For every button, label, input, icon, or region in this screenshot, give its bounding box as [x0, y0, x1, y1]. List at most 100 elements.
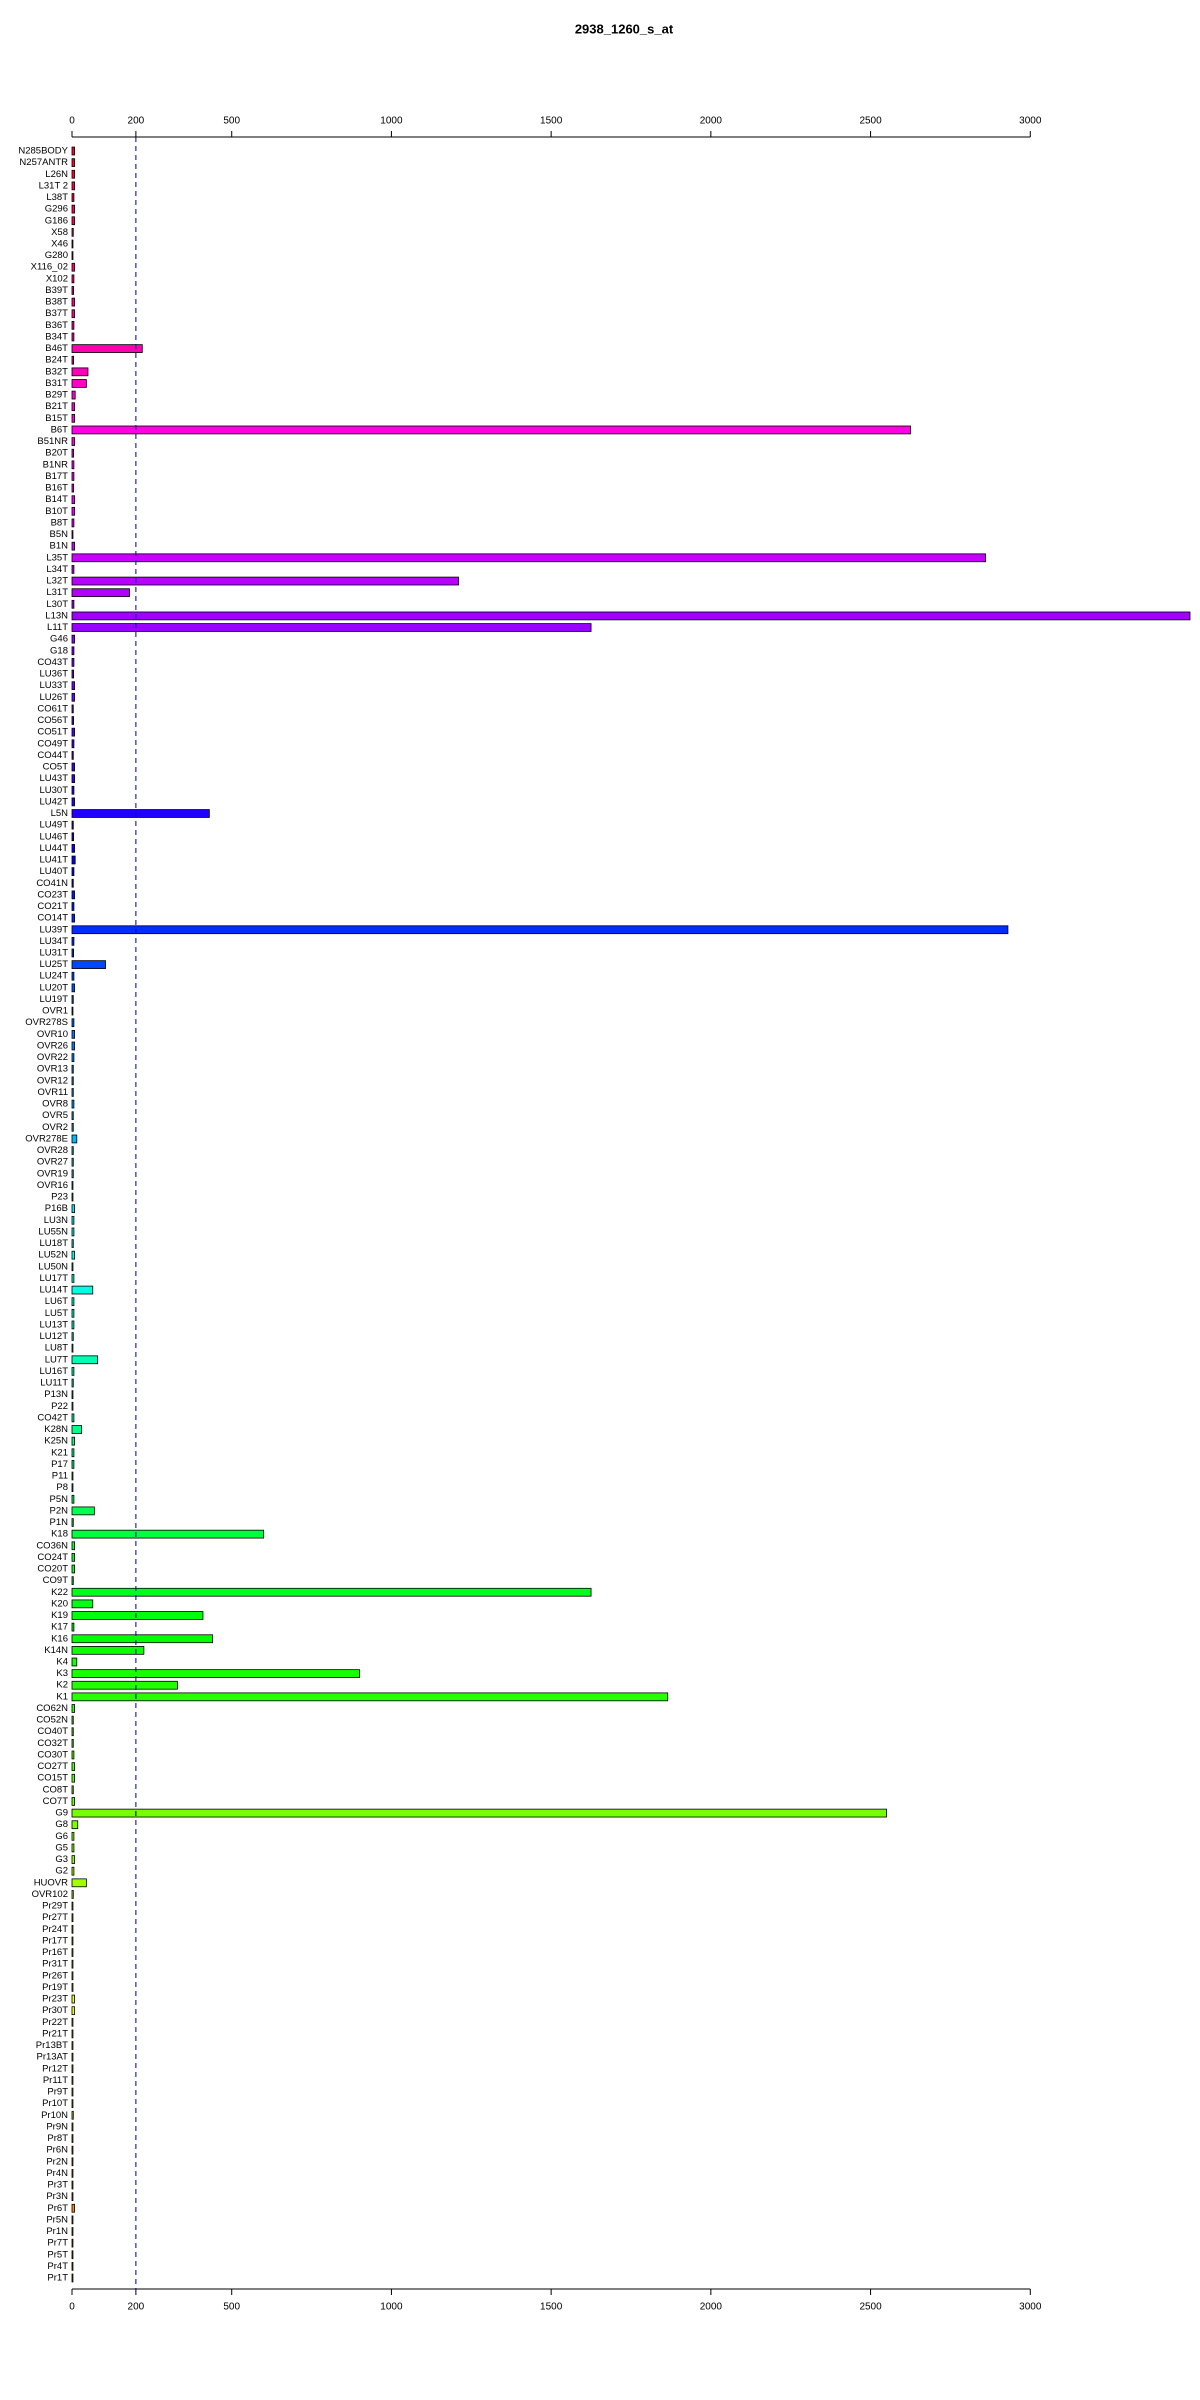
- bar: [71, 855, 76, 865]
- bar: [71, 1738, 74, 1748]
- y-tick-label: L13N: [45, 610, 68, 621]
- y-tick-label: LU33T: [39, 680, 68, 691]
- bar: [71, 472, 75, 481]
- x-tick-label: 2000: [700, 116, 723, 127]
- y-tick-label: LU42T: [39, 796, 68, 807]
- y-tick-label: CO42T: [37, 1412, 68, 1423]
- bar: [71, 1785, 74, 1795]
- y-tick-label: P13N: [44, 1389, 68, 1400]
- bar: [71, 913, 75, 923]
- bar: [71, 1006, 74, 1016]
- bar: [71, 1239, 74, 1248]
- bar: [71, 669, 74, 679]
- bar: [71, 937, 75, 946]
- y-tick-label: B37T: [45, 308, 68, 319]
- bar: [71, 216, 75, 226]
- bar: [71, 704, 74, 714]
- y-tick-label: Pr10N: [41, 2110, 68, 2121]
- y-tick-label: LU6T: [45, 1296, 68, 1307]
- y-tick-label: G8: [55, 1819, 68, 1830]
- y-tick-label: B39T: [45, 285, 68, 296]
- y-tick-label: Pr2N: [46, 2156, 68, 2167]
- bar: [71, 971, 75, 981]
- bar: [71, 1680, 178, 1690]
- bar: [71, 239, 74, 249]
- y-tick-label: G280: [45, 250, 68, 261]
- bar: [71, 1355, 98, 1365]
- bar: [71, 1122, 74, 1132]
- y-tick-label: LU39T: [39, 924, 68, 935]
- y-tick-label: CO44T: [37, 750, 68, 761]
- bar: [71, 286, 74, 295]
- bar: [71, 1657, 78, 1667]
- y-tick-label: LU34T: [39, 936, 68, 947]
- bar: [71, 181, 75, 191]
- y-tick-label: CO9T: [43, 1575, 69, 1586]
- y-tick-label: K22: [51, 1587, 68, 1598]
- y-tick-label: L35T: [46, 552, 68, 563]
- y-tick-label: B31T: [45, 378, 68, 389]
- y-tick-label: CO24T: [37, 1552, 68, 1563]
- bar: [71, 960, 106, 969]
- bar: [71, 1169, 74, 1179]
- bar: [71, 1088, 74, 1097]
- bar: [71, 1308, 75, 1318]
- bar: [71, 1494, 75, 1504]
- y-tick-label: Pr11T: [43, 2075, 68, 2086]
- y-tick-label: LU50N: [38, 1261, 68, 1272]
- bar: [71, 1878, 87, 1888]
- bar: [71, 1436, 75, 1446]
- y-tick-label: CO56T: [37, 715, 68, 726]
- bar: [71, 2122, 74, 2132]
- x-tick-label: 500: [223, 2302, 240, 2313]
- bar: [71, 1692, 669, 1702]
- bar: [71, 1192, 74, 1202]
- bar: [71, 832, 74, 842]
- bar: [71, 1215, 75, 1225]
- bar: [71, 774, 75, 783]
- bar: [71, 1064, 74, 1074]
- y-tick-label: LU55N: [38, 1226, 68, 1237]
- y-tick-label: LU41T: [39, 855, 68, 866]
- y-tick-label: Pr5N: [46, 2214, 68, 2225]
- y-tick-label: LU8T: [45, 1343, 68, 1354]
- y-tick-label: G6: [55, 1831, 68, 1842]
- y-tick-label: Pr27T: [42, 1912, 68, 1923]
- bar: [71, 1646, 145, 1655]
- y-tick-label: CO15T: [37, 1773, 68, 1784]
- x-tick-label: 3000: [1019, 116, 1042, 127]
- y-tick-label: B5N: [50, 529, 69, 540]
- y-tick-label: Pr6N: [46, 2145, 68, 2156]
- bar: [71, 1367, 75, 1376]
- y-tick-label: Pr13AT: [36, 2052, 68, 2063]
- bar: [71, 1704, 75, 1713]
- bar: [71, 1448, 75, 1458]
- bar: [71, 483, 74, 493]
- y-tick-label: L38T: [46, 192, 68, 203]
- bar: [71, 658, 75, 667]
- bar: [71, 1529, 265, 1539]
- y-tick-label: CO43T: [37, 657, 68, 668]
- bar: [71, 2134, 74, 2143]
- bar: [71, 623, 592, 632]
- bar: [71, 1076, 74, 1086]
- y-tick-label: LU36T: [39, 669, 68, 680]
- y-tick-label: X116_02: [31, 262, 68, 273]
- bar: [71, 1890, 74, 1899]
- y-tick-label: LU24T: [39, 971, 68, 982]
- y-tick-label: G3: [55, 1854, 68, 1865]
- bar: [71, 146, 75, 156]
- bar: [71, 1483, 74, 1492]
- bar: [71, 948, 74, 958]
- bar: [71, 367, 89, 377]
- y-tick-label: Pr19T: [42, 1982, 68, 1993]
- bar: [71, 1250, 75, 1260]
- bar: [71, 1099, 75, 1109]
- y-tick-label: P17: [51, 1459, 68, 1470]
- y-tick-label: Pr23T: [42, 1994, 68, 2005]
- bar: [71, 727, 75, 737]
- y-tick-label: K1: [56, 1691, 68, 1702]
- y-tick-label: Pr4N: [46, 2168, 68, 2179]
- y-tick-label: CO5T: [43, 762, 69, 773]
- bar: [71, 2273, 74, 2283]
